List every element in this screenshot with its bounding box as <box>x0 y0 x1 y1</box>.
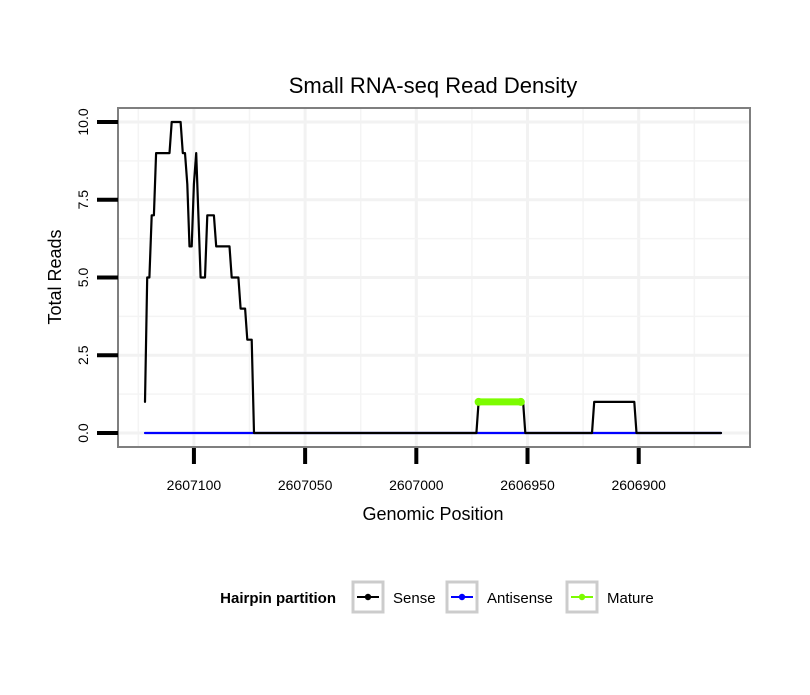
x-tick-label: 2606950 <box>500 477 555 493</box>
y-tick-label: 10.0 <box>75 108 91 135</box>
series-point-mature <box>516 397 525 406</box>
x-tick-label: 2606900 <box>611 477 666 493</box>
y-tick-label: 7.5 <box>75 190 91 210</box>
x-tick-label: 2607050 <box>278 477 333 493</box>
x-tick-label: 2607100 <box>167 477 222 493</box>
y-tick-label: 5.0 <box>75 268 91 288</box>
grid-lines <box>118 108 750 447</box>
legend-key-point <box>578 593 586 601</box>
legend-title: Hairpin partition <box>220 590 336 607</box>
x-axis: 2607100 2607050 2607000 2606950 2606900 <box>167 448 666 493</box>
series-layer <box>143 120 723 435</box>
legend-label-sense: Sense <box>393 590 436 607</box>
legend: Hairpin partition Sense Antisense Mature <box>220 580 654 614</box>
chart-title: Small RNA-seq Read Density <box>289 73 578 98</box>
series-point-mature <box>474 397 483 406</box>
legend-key-point <box>364 593 372 601</box>
y-axis: 0.0 2.5 5.0 7.5 10.0 <box>75 108 118 443</box>
x-tick-label: 2607000 <box>389 477 444 493</box>
legend-label-antisense: Antisense <box>487 590 553 607</box>
y-tick-label: 0.0 <box>75 423 91 443</box>
x-axis-label: Genomic Position <box>362 504 503 524</box>
legend-key-point <box>458 593 466 601</box>
legend-label-mature: Mature <box>607 590 654 607</box>
y-tick-label: 2.5 <box>75 345 91 365</box>
y-axis-label: Total Reads <box>45 229 65 324</box>
